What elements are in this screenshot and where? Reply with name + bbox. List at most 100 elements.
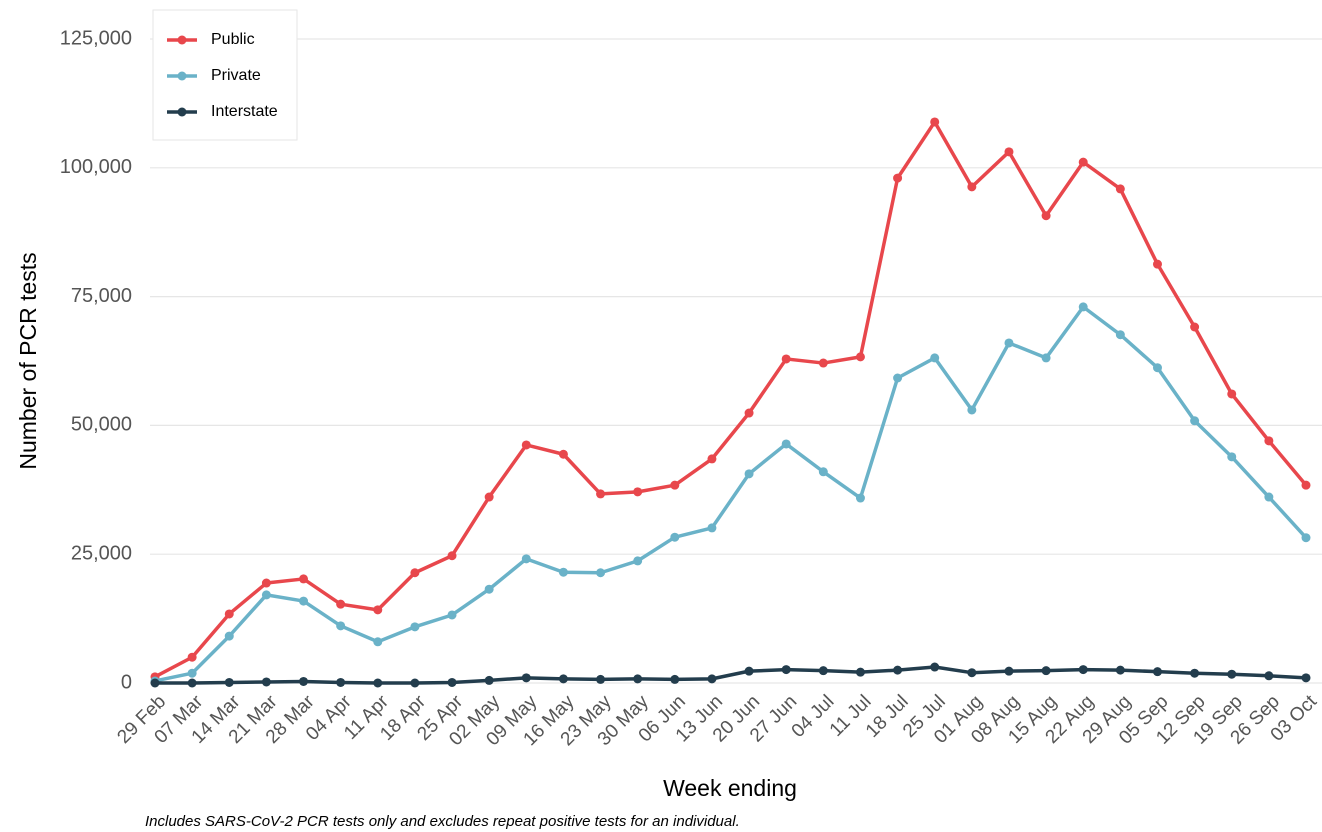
- y-tick-label: 50,000: [71, 414, 132, 436]
- series-line: [154, 120, 1308, 679]
- data-point: [855, 667, 865, 677]
- data-point: [484, 492, 494, 502]
- data-point: [855, 352, 865, 362]
- data-point: [261, 590, 271, 600]
- data-point: [187, 652, 197, 662]
- data-point: [1004, 666, 1014, 676]
- data-point: [447, 610, 457, 620]
- data-point: [1078, 665, 1088, 675]
- data-point: [484, 675, 494, 685]
- data-point: [596, 568, 606, 578]
- data-point: [781, 665, 791, 675]
- data-point: [1004, 338, 1014, 348]
- y-tick-label: 100,000: [60, 156, 132, 178]
- data-point: [967, 668, 977, 678]
- data-point: [1190, 668, 1200, 678]
- data-point: [1115, 330, 1125, 340]
- data-point: [1301, 673, 1311, 683]
- data-point: [410, 622, 420, 632]
- data-point: [781, 354, 791, 364]
- y-tick-label: 75,000: [71, 285, 132, 307]
- data-point: [893, 173, 903, 183]
- data-point: [596, 674, 606, 684]
- data-point: [1152, 259, 1162, 269]
- data-point: [707, 674, 717, 684]
- data-point: [1227, 669, 1237, 679]
- data-point: [930, 353, 940, 363]
- data-point: [744, 408, 754, 418]
- legend-label: Interstate: [211, 103, 278, 120]
- data-point: [336, 599, 346, 609]
- data-point: [187, 668, 197, 678]
- data-point: [410, 678, 420, 688]
- data-point: [670, 532, 680, 542]
- x-axis-title: Week ending: [663, 775, 797, 801]
- y-tick-label: 125,000: [60, 27, 132, 49]
- data-point: [1152, 667, 1162, 677]
- data-point: [1301, 533, 1311, 543]
- data-point: [224, 677, 234, 687]
- y-tick-label: 0: [121, 671, 132, 693]
- data-point: [224, 631, 234, 641]
- x-tick-label: 04 Jul: [788, 691, 839, 742]
- data-point: [1301, 480, 1311, 490]
- series-line: [155, 665, 1307, 685]
- y-axis-title: Number of PCR tests: [15, 252, 41, 469]
- series-line: [154, 305, 1308, 683]
- data-point: [1264, 492, 1274, 502]
- data-point: [1041, 211, 1051, 221]
- data-point: [1227, 389, 1237, 399]
- data-point: [261, 677, 271, 687]
- legend-swatch-dot: [177, 35, 187, 45]
- data-point: [855, 493, 865, 503]
- data-point: [299, 676, 309, 686]
- data-point: [744, 666, 754, 676]
- data-point: [744, 469, 754, 479]
- data-point: [521, 440, 531, 450]
- data-point: [1152, 363, 1162, 373]
- data-point: [336, 677, 346, 687]
- data-point: [1190, 416, 1200, 426]
- legend-label: Private: [211, 67, 261, 84]
- data-point: [1041, 666, 1051, 676]
- data-point: [224, 609, 234, 619]
- data-point: [670, 480, 680, 490]
- data-point: [261, 578, 271, 588]
- data-point: [1004, 147, 1014, 157]
- data-point: [1115, 665, 1125, 675]
- data-point: [707, 523, 717, 533]
- data-point: [1227, 452, 1237, 462]
- data-point: [521, 673, 531, 683]
- data-point: [1115, 184, 1125, 194]
- data-point: [373, 678, 383, 688]
- data-point: [447, 551, 457, 561]
- data-point: [410, 568, 420, 578]
- data-point: [633, 487, 643, 497]
- legend-swatch-dot: [177, 107, 187, 117]
- data-point: [299, 596, 309, 606]
- data-point: [633, 556, 643, 566]
- data-point: [967, 182, 977, 192]
- data-point: [1264, 671, 1274, 681]
- data-point: [930, 117, 940, 127]
- data-point: [299, 574, 309, 584]
- data-point: [633, 674, 643, 684]
- data-point: [670, 674, 680, 684]
- data-point: [373, 605, 383, 615]
- data-point: [373, 637, 383, 647]
- data-point: [596, 489, 606, 499]
- data-point: [187, 678, 197, 688]
- legend-swatch-dot: [177, 71, 187, 81]
- data-point: [558, 674, 568, 684]
- data-point: [150, 678, 160, 688]
- data-point: [967, 405, 977, 415]
- data-point: [818, 467, 828, 477]
- data-point: [818, 666, 828, 676]
- data-point: [558, 449, 568, 459]
- data-point: [521, 554, 531, 564]
- footnote: Includes SARS-CoV-2 PCR tests only and e…: [145, 813, 740, 830]
- data-point: [707, 454, 717, 464]
- data-point: [781, 439, 791, 449]
- data-point: [1078, 157, 1088, 167]
